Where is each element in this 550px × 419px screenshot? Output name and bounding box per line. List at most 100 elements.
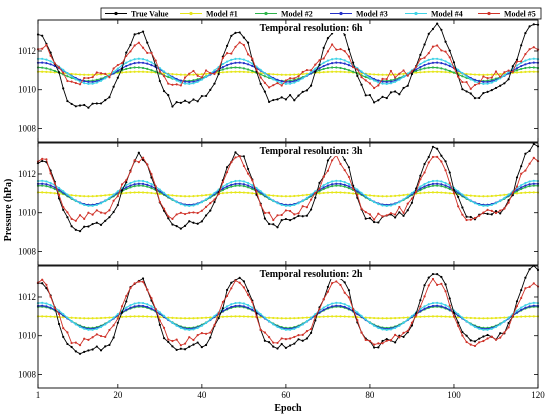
data-point bbox=[503, 71, 506, 74]
data-point bbox=[444, 68, 447, 71]
data-point bbox=[377, 194, 380, 198]
data-point bbox=[133, 180, 136, 183]
data-point bbox=[528, 70, 531, 73]
data-point bbox=[225, 182, 229, 186]
data-point bbox=[368, 217, 372, 220]
data-point bbox=[213, 69, 216, 72]
data-point bbox=[427, 70, 430, 73]
data-point bbox=[74, 316, 77, 320]
data-point bbox=[507, 78, 510, 81]
data-point bbox=[368, 76, 372, 79]
data-point bbox=[246, 181, 250, 185]
data-point bbox=[129, 286, 132, 290]
data-point bbox=[116, 195, 119, 198]
y-tick-label: 1012 bbox=[18, 46, 36, 56]
data-point bbox=[238, 301, 241, 304]
data-point bbox=[520, 67, 523, 71]
data-point bbox=[482, 317, 485, 320]
data-point bbox=[494, 73, 498, 76]
panel-title: Temporal resolution: 2h bbox=[260, 269, 363, 280]
data-point bbox=[444, 283, 447, 286]
data-point bbox=[213, 200, 216, 204]
data-point bbox=[448, 315, 451, 318]
data-point bbox=[515, 309, 519, 312]
data-point bbox=[494, 194, 498, 197]
data-point bbox=[171, 223, 174, 226]
data-point bbox=[515, 305, 519, 308]
data-point bbox=[183, 82, 187, 85]
data-point bbox=[457, 75, 460, 78]
data-point bbox=[104, 335, 107, 339]
data-point bbox=[284, 209, 287, 212]
data-point bbox=[141, 191, 145, 194]
data-point bbox=[343, 158, 346, 161]
data-point bbox=[335, 57, 338, 60]
data-point bbox=[78, 344, 82, 347]
data-point bbox=[267, 211, 271, 214]
data-point bbox=[251, 184, 254, 187]
data-point bbox=[188, 195, 191, 198]
data-point bbox=[120, 67, 124, 70]
data-point bbox=[204, 343, 208, 347]
title-background bbox=[248, 22, 374, 33]
data-point bbox=[507, 326, 510, 329]
data-point bbox=[162, 337, 166, 340]
series-line bbox=[37, 278, 539, 347]
data-point bbox=[255, 315, 258, 318]
data-point bbox=[221, 68, 224, 71]
data-point bbox=[41, 304, 44, 307]
data-point bbox=[133, 302, 136, 305]
data-point bbox=[95, 194, 98, 198]
data-point bbox=[204, 321, 208, 324]
data-point bbox=[87, 76, 90, 80]
data-point bbox=[415, 68, 418, 71]
data-point bbox=[461, 72, 464, 75]
data-point bbox=[66, 75, 69, 78]
data-point bbox=[431, 70, 435, 73]
data-point bbox=[368, 321, 372, 324]
data-point bbox=[528, 315, 531, 318]
data-point bbox=[419, 174, 422, 177]
data-point bbox=[104, 72, 107, 75]
data-point bbox=[301, 215, 304, 218]
data-point bbox=[494, 338, 498, 341]
data-point bbox=[196, 222, 199, 225]
data-point bbox=[259, 312, 262, 316]
data-point bbox=[486, 337, 489, 340]
legend-label: Model #3 bbox=[356, 10, 388, 19]
data-point bbox=[162, 191, 166, 194]
data-point bbox=[196, 333, 199, 337]
data-point bbox=[352, 61, 355, 64]
data-point bbox=[284, 317, 287, 320]
data-point bbox=[129, 66, 132, 70]
data-point bbox=[129, 59, 132, 62]
y-tick-label: 1008 bbox=[18, 246, 37, 256]
data-point bbox=[524, 191, 527, 194]
data-point bbox=[175, 73, 178, 76]
data-point bbox=[125, 294, 128, 298]
data-point bbox=[91, 328, 94, 331]
data-point bbox=[394, 194, 397, 197]
data-point bbox=[436, 179, 439, 182]
data-point bbox=[326, 37, 330, 40]
data-point bbox=[398, 324, 401, 327]
data-point bbox=[158, 79, 161, 83]
data-point bbox=[120, 183, 124, 186]
data-point bbox=[209, 336, 212, 339]
data-point bbox=[381, 204, 384, 207]
data-point bbox=[385, 82, 388, 85]
data-point bbox=[104, 199, 107, 202]
data-point bbox=[478, 195, 481, 198]
data-point bbox=[310, 69, 313, 72]
data-point bbox=[356, 311, 359, 314]
legend-entry: True Value bbox=[105, 10, 169, 19]
data-point bbox=[150, 172, 153, 176]
data-point bbox=[364, 338, 367, 342]
data-point bbox=[436, 191, 439, 194]
data-point bbox=[473, 340, 477, 343]
data-point bbox=[373, 79, 376, 82]
data-point bbox=[66, 331, 69, 334]
data-point bbox=[293, 335, 296, 339]
data-point bbox=[419, 53, 422, 57]
data-point bbox=[162, 75, 166, 78]
